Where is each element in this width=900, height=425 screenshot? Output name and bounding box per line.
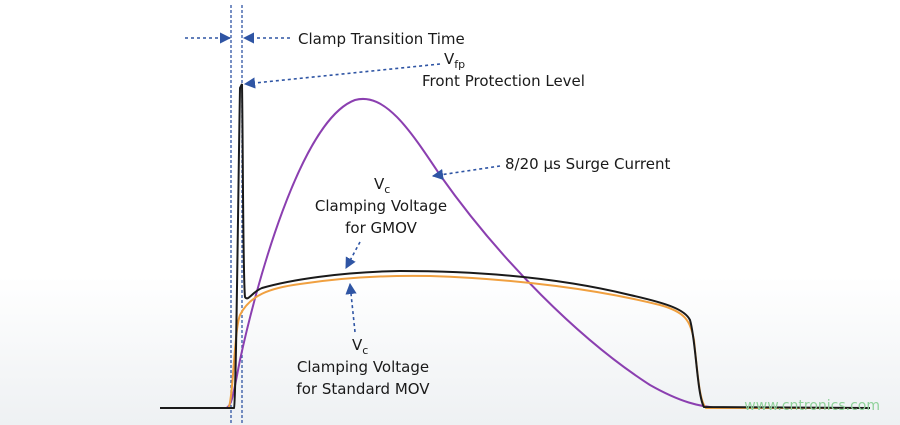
mov-arrow: [345, 282, 357, 333]
vfp-symbol: Vfp: [444, 50, 465, 71]
vfp-arrow: [243, 63, 441, 89]
gmov-curve: [160, 83, 871, 409]
gmov-symbol: Vc: [374, 175, 390, 196]
vfp-v: V: [444, 50, 455, 68]
mov-subscript: c: [362, 344, 368, 357]
mov-line: Clamping Voltage: [297, 358, 429, 376]
watermark: www.cntronics.com: [744, 398, 880, 414]
gmov-arrow: [345, 241, 361, 269]
gmov-line: for GMOV: [345, 219, 418, 237]
surge-label: 8/20 µs Surge Current: [505, 155, 670, 173]
vfp-caption: Front Protection Level: [422, 72, 585, 90]
vfp-subscript: fp: [454, 58, 465, 71]
surge-arrow: [431, 165, 501, 181]
clamp-transition-label: Clamp Transition Time: [298, 30, 465, 48]
surge-current-curve: [160, 97, 870, 409]
mov-symbol: Vc: [352, 336, 368, 357]
mov-v: V: [352, 336, 363, 354]
gmov-v: V: [374, 175, 385, 193]
gmov-subscript: c: [384, 183, 390, 196]
gmov-line: Clamping Voltage: [315, 197, 447, 215]
mov-line: for Standard MOV: [296, 380, 430, 398]
